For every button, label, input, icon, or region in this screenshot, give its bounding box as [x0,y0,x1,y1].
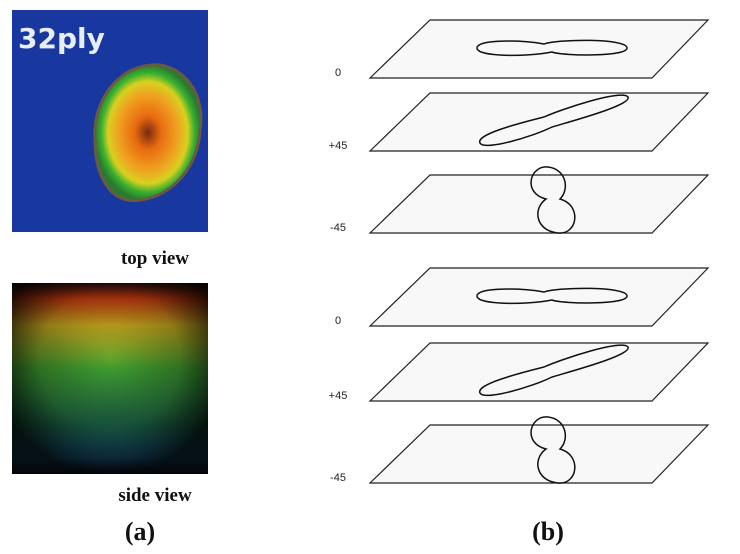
ply-angle: 0 [335,315,341,327]
figure: 32ply top view side view (a) (b) 0 +45 -45… [0,0,740,554]
ply-angle: 0 [335,67,341,79]
ply-stack: 0 +45 -45 0 +45 -45 [329,20,708,484]
caption: top view [121,248,189,269]
panel-label: (a) [125,517,155,546]
panel-label: (b) [532,517,564,546]
overlay-text: 32ply [18,22,105,55]
ply-plane [370,175,708,233]
ply-angle: -45 [330,472,346,484]
ply-plane [370,425,708,483]
ply-plane [370,93,708,151]
ply-angle: +45 [329,390,348,402]
ply-plane [370,20,708,78]
ply-plane [370,268,708,326]
ply-angle: +45 [329,140,348,152]
caption: side view [118,485,192,506]
ply-plane [370,343,708,401]
side-view-shade [12,283,208,474]
ply-angle: -45 [330,222,346,234]
